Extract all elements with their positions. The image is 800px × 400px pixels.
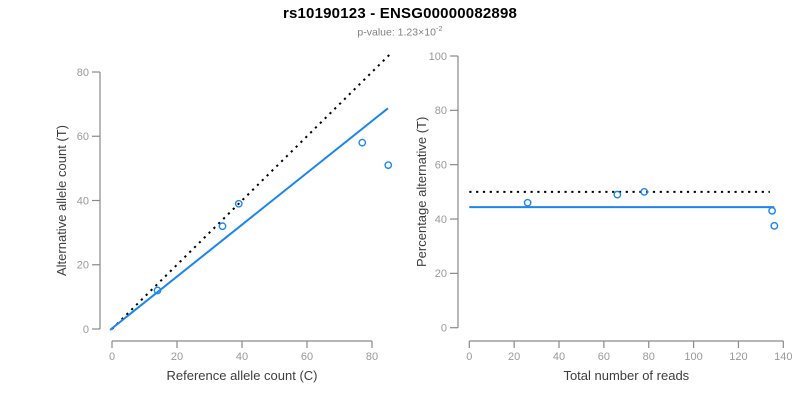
x-tick-label: 80 xyxy=(643,351,655,363)
x-tick-label: 140 xyxy=(774,351,792,363)
y-tick-label: 20 xyxy=(77,260,89,272)
data-point xyxy=(640,187,649,196)
y-tick-label: 20 xyxy=(435,268,447,280)
x-tick-label: 0 xyxy=(109,351,115,363)
data-point xyxy=(358,138,367,147)
fit-line xyxy=(109,107,389,331)
y-tick-label: 80 xyxy=(77,67,89,79)
y-tick-label: 60 xyxy=(77,131,89,143)
x-tick-label: 120 xyxy=(729,351,747,363)
x-tick-label: 40 xyxy=(236,351,248,363)
data-point xyxy=(613,190,622,199)
y-tick-label: 80 xyxy=(435,105,447,117)
data-point xyxy=(770,221,779,230)
identity-line xyxy=(111,53,391,330)
x-tick-label: 0 xyxy=(466,351,472,363)
y-tick-label: 40 xyxy=(435,214,447,226)
y-axis-title: Percentage alternative (T) xyxy=(414,117,429,267)
data-point xyxy=(218,222,227,231)
data-point xyxy=(768,206,777,215)
y-tick-label: 40 xyxy=(77,195,89,207)
x-tick-label: 80 xyxy=(366,351,378,363)
pvalue-exponent: -2 xyxy=(435,24,443,33)
data-point xyxy=(523,198,532,207)
x-tick-label: 20 xyxy=(171,351,183,363)
figure-header: rs10190123 - ENSG00000082898 p-value: 1.… xyxy=(0,5,800,39)
y-tick-label: 60 xyxy=(435,159,447,171)
x-tick-label: 20 xyxy=(508,351,520,363)
x-axis-title: Total number of reads xyxy=(563,368,689,383)
plot-title: rs10190123 - ENSG00000082898 xyxy=(282,5,518,22)
y-tick-label: 0 xyxy=(83,324,89,336)
pvalue-text: p-value: 1.23×10 xyxy=(357,26,436,39)
data-point xyxy=(234,199,243,208)
y-tick-label: 100 xyxy=(429,51,447,63)
data-point xyxy=(153,286,162,295)
x-tick-label: 60 xyxy=(301,351,313,363)
plot-subtitle: p-value: 1.23×10-2 xyxy=(0,24,800,39)
data-point xyxy=(384,161,393,170)
x-tick-label: 60 xyxy=(598,351,610,363)
y-tick-label: 0 xyxy=(441,323,447,335)
x-tick-label: 40 xyxy=(553,351,565,363)
y-axis-title: Alternative allele count (T) xyxy=(54,125,69,276)
x-tick-label: 100 xyxy=(684,351,702,363)
x-axis-title: Reference allele count (C) xyxy=(166,368,317,383)
